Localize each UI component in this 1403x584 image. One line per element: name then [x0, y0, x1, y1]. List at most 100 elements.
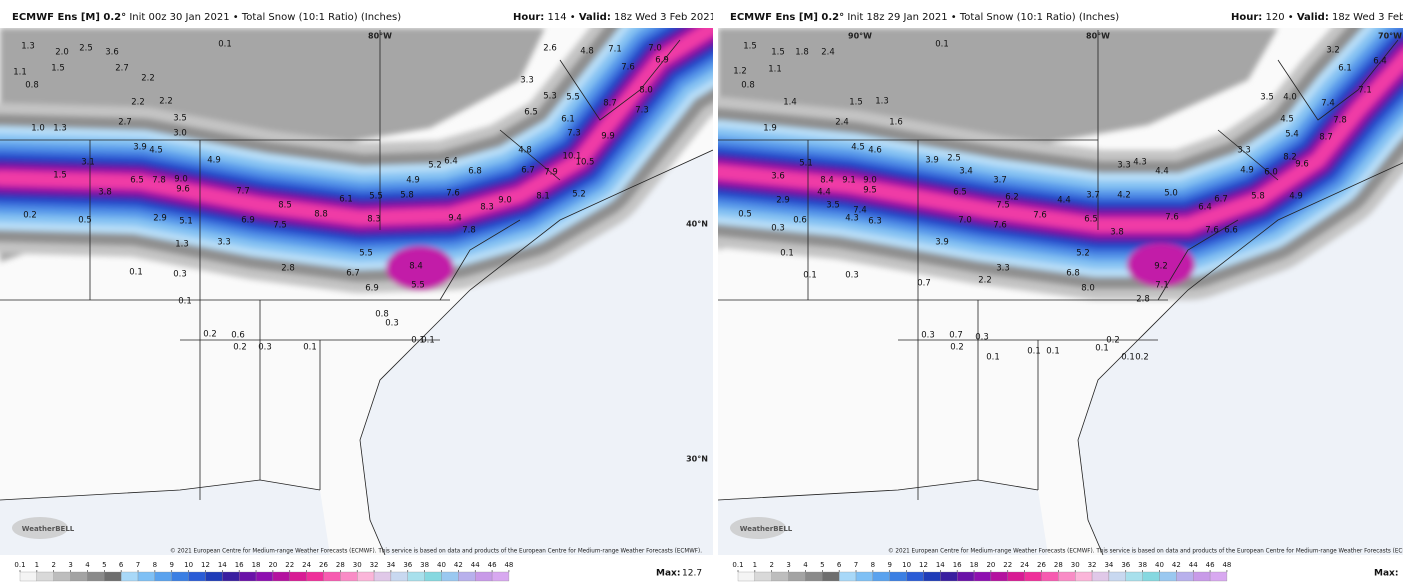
map-value-label: 2.7 — [118, 118, 132, 128]
legend-swatch — [1058, 571, 1076, 582]
map-value-label: 1.2 — [733, 67, 747, 77]
legend-tick-label: 9 — [888, 561, 892, 569]
legend-tick-label: 34 — [386, 561, 395, 569]
map-value-label: 3.8 — [98, 188, 112, 198]
hour-label: Hour: — [1231, 12, 1263, 23]
legend-tick-label: 44 — [1189, 561, 1198, 569]
map-value-label: 5.5 — [359, 249, 373, 259]
map-value-label: 3.8 — [1110, 228, 1124, 238]
map-value-label: 1.6 — [889, 118, 903, 128]
map-value-label: 9.6 — [1295, 160, 1309, 170]
map-value-label: 0.3 — [975, 333, 989, 343]
legend-tick-label: 20 — [268, 561, 277, 569]
legend-tick-label: 24 — [302, 561, 311, 569]
legend-swatch — [222, 571, 240, 582]
map-value-label: 8.3 — [480, 203, 494, 213]
header-right: Hour: 114 • Valid: 18z Wed 3 Feb 2021 — [513, 12, 713, 23]
map-value-label: 6.7 — [521, 166, 535, 176]
map-value-label: 9.1 — [842, 176, 856, 186]
legend-swatch — [788, 571, 806, 582]
map-value-label: 7.5 — [996, 201, 1010, 211]
legend-swatch — [491, 571, 510, 582]
grid-label: 40°N — [686, 220, 708, 229]
map-value-label: 6.8 — [1066, 269, 1080, 279]
map-value-label: 1.5 — [743, 42, 757, 52]
legend-swatch — [957, 571, 975, 582]
map-value-label: 6.4 — [1373, 57, 1387, 67]
legend-tick-label: 2 — [769, 561, 773, 569]
init: Init 18z 29 Jan 2021 — [847, 12, 948, 23]
legend-swatch — [839, 571, 857, 582]
header-left: ECMWF Ens [M] 0.2° Init 00z 30 Jan 2021 … — [12, 12, 401, 23]
legend-swatch — [1007, 571, 1025, 582]
legend-tick-label: 12 — [919, 561, 928, 569]
map-value-label: 3.3 — [217, 238, 231, 248]
legend-tick-label: 7 — [854, 561, 858, 569]
legend-tick-label: 8 — [871, 561, 875, 569]
snow-swath — [718, 28, 1403, 300]
map-value-label: 2.8 — [1136, 295, 1150, 305]
map-value-label: 0.1 — [218, 40, 232, 50]
map-value-label: 3.3 — [520, 76, 534, 86]
map-value-label: 6.6 — [1224, 226, 1238, 236]
header-right: Hour: 120 • Valid: 18z Wed 3 Feb 2021 — [1231, 12, 1403, 23]
legend-tick-label: 48 — [504, 561, 513, 569]
legend-swatch — [822, 571, 840, 582]
legend-tick-label: 16 — [953, 561, 962, 569]
legend-tick-label: 46 — [1206, 561, 1215, 569]
legend-tick-label: 36 — [403, 561, 412, 569]
legend-swatch — [754, 571, 772, 582]
legend-swatch — [855, 571, 874, 582]
legend-tick-label: 26 — [319, 561, 328, 569]
map-value-label: 2.0 — [55, 48, 69, 58]
map-value-label: 4.9 — [1289, 192, 1303, 202]
map-value-label: 0.1 — [421, 336, 435, 346]
product: Total Snow (10:1 Ratio) (Inches) — [241, 12, 402, 23]
map-value-label: 3.3 — [1237, 146, 1251, 156]
legend-tick-label: 12 — [201, 561, 210, 569]
map-value-label: 1.5 — [51, 64, 65, 74]
map-value-label: 8.3 — [367, 215, 381, 225]
map-value-label: 9.9 — [601, 132, 615, 142]
legend-swatch — [1176, 571, 1194, 582]
border-line — [1077, 162, 1403, 555]
legend-swatch — [87, 571, 105, 582]
map-value-label: 8.7 — [1319, 133, 1333, 143]
border-line — [1217, 129, 1279, 181]
legend-swatch — [205, 571, 223, 582]
map-value-label: 0.6 — [793, 216, 807, 226]
legend-tick-label: 6 — [837, 561, 842, 569]
legend-tick-label: 20 — [986, 561, 995, 569]
borders — [718, 30, 1403, 555]
legend-tick-label: 8 — [153, 561, 157, 569]
map-value-label: 0.2 — [203, 330, 217, 340]
map-value-label: 5.1 — [179, 217, 193, 227]
map-value-label: 4.4 — [817, 188, 831, 198]
map-value-label: 0.1 — [178, 297, 192, 307]
map-value-label: 10.1 — [563, 152, 582, 162]
map-value-label: 4.8 — [580, 47, 594, 57]
map-value-label: 8.1 — [536, 192, 550, 202]
legend-tick-label: 10 — [184, 561, 193, 569]
map-value-label: 8.7 — [603, 99, 617, 109]
map-value-label: 0.1 — [1027, 347, 1041, 357]
map-value-label: 6.5 — [953, 188, 967, 198]
snow-core — [386, 246, 454, 290]
map-value-label: 6.8 — [468, 167, 482, 177]
map-value-label: 4.8 — [518, 146, 532, 156]
map-value-label: 6.5 — [1084, 215, 1098, 225]
legend-swatch — [137, 571, 156, 582]
legend-tick-label: 16 — [235, 561, 244, 569]
map-value-label: 0.8 — [375, 310, 389, 320]
legend-swatch — [1024, 571, 1042, 582]
legend-swatch — [940, 571, 958, 582]
map-value-label: 7.1 — [1155, 281, 1169, 291]
map-value-label: 5.3 — [543, 92, 557, 102]
legend-tick-label: 5 — [102, 561, 106, 569]
map-value-label: 7.0 — [648, 44, 662, 54]
map-value-label: 3.3 — [1117, 161, 1131, 171]
map-value-label: 7.8 — [1333, 116, 1347, 126]
legend-tick-label: 36 — [1121, 561, 1130, 569]
legend-swatch — [1159, 571, 1177, 582]
legend-tick-label: 42 — [1172, 561, 1181, 569]
